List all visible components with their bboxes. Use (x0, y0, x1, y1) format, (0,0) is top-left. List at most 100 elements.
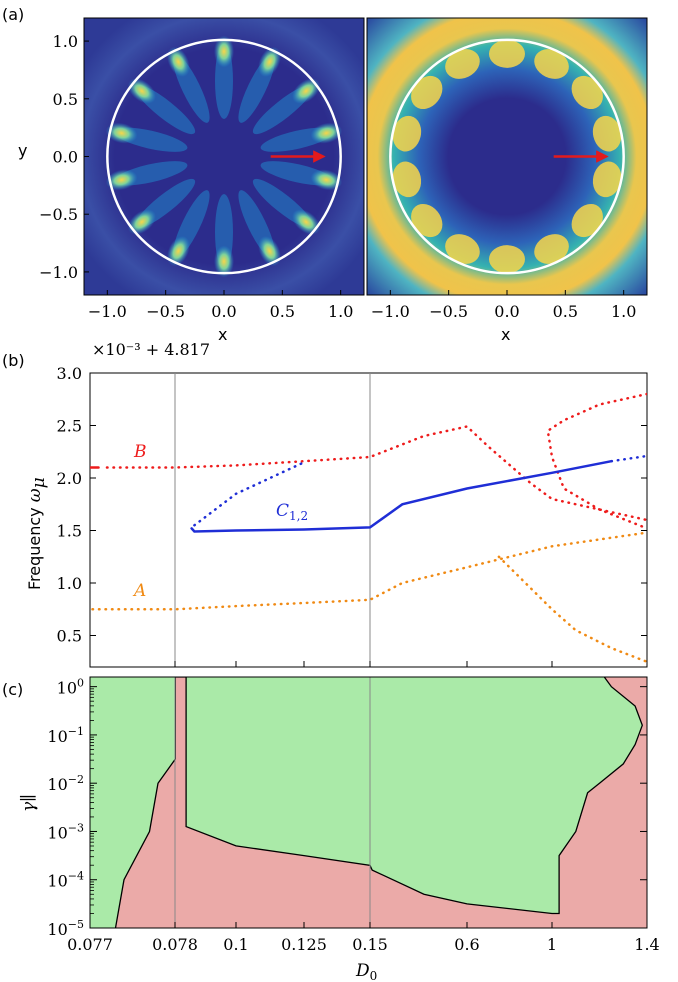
x-tick-label: 0.0 (211, 302, 236, 321)
panel-label-a: (a) (2, 5, 24, 24)
mode-lobe (167, 46, 190, 77)
mode-lobe (105, 122, 138, 144)
mode-lobe (310, 169, 343, 191)
y-tick-label: 3.0 (57, 364, 82, 383)
y-tick-exponent: −3 (68, 821, 84, 834)
y-tick-label: 1.0 (57, 574, 82, 593)
mode-lobe (592, 115, 622, 152)
panel-label-c: (c) (2, 680, 23, 699)
mode-lobe (127, 209, 156, 235)
mode-lobe (127, 78, 156, 104)
y-tick-label: −1.0 (39, 263, 78, 282)
unstable-region (115, 677, 647, 928)
x-tick-label: 0.078 (152, 935, 198, 954)
y-tick-label: −0.5 (39, 205, 78, 224)
y-tick-label: 100 (57, 677, 84, 698)
x-tick-label: 0.077 (67, 935, 113, 954)
mode-lobe (534, 49, 569, 79)
mode-lobe (489, 39, 525, 68)
boundary-circle-right (389, 38, 625, 275)
x-tick-label: 1.0 (611, 302, 636, 321)
x-tick-label: 0.5 (553, 302, 578, 321)
series-label-A: A (132, 581, 146, 601)
boundary-circle-left (106, 38, 342, 275)
frequency-ylabel: Frequency ωμ (25, 477, 49, 590)
mode-lobe (392, 161, 422, 198)
mode-lobe (445, 234, 480, 264)
mode-lobe (292, 209, 321, 235)
y-tick-label: 1.5 (57, 522, 82, 541)
y-tick-label: 0.5 (53, 90, 78, 109)
frequency-plot-area (90, 373, 647, 667)
y-tick-label: 10−1 (47, 725, 84, 746)
mode-lobe (214, 245, 234, 278)
mode-lobe (489, 245, 525, 274)
frequency-offset-label: ×10⁻³ + 4.817 (92, 340, 210, 359)
mode-lobe (592, 161, 622, 198)
mode-lobe (167, 236, 190, 267)
frequency-ylabel-symbol: ω (25, 488, 45, 502)
heatmap-right-xlabel: x (501, 325, 510, 344)
mode-lobes-left (105, 35, 343, 278)
y-tick-label: 10−4 (47, 870, 84, 891)
stability-xlabel-D: D0 (355, 961, 377, 982)
x-tick-label: 1 (547, 935, 557, 954)
heatmap-ylabel: y (18, 141, 27, 160)
heatmap-left-xlabel: x (218, 325, 227, 344)
mode-lobe (258, 236, 281, 267)
mode-lobe (411, 75, 443, 110)
series-label-B: B (133, 442, 147, 462)
frequency-ticks: 0.5 1.0 1.5 2.0 2.5 3.0 (57, 364, 648, 667)
mode-lobe (292, 78, 321, 104)
y-tick-label: 10−2 (47, 773, 84, 794)
mode-lobe (105, 169, 138, 191)
x-tick-label: 0.15 (352, 935, 388, 954)
y-tick-label: 10−3 (47, 821, 84, 842)
x-tick-label: 0.125 (281, 935, 327, 954)
x-tick-label: 0.1 (223, 935, 248, 954)
x-tick-label: 0.5 (270, 302, 295, 321)
x-tick-label: −0.5 (146, 302, 185, 321)
panel-a-ticks: −1.0 −0.5 0.0 0.5 1.0 1.0 0.5 0.0 −0.5 −1.0 −1.0 −0… (39, 32, 636, 321)
series-C1-2-solid (190, 459, 613, 533)
y-tick-exponent: −2 (68, 773, 84, 786)
x-tick-label: 0.0 (494, 302, 519, 321)
y-tick-label: 0.0 (53, 148, 78, 167)
series-B-dotted (546, 392, 647, 530)
frequency-ylabel-subscript: μ (29, 477, 49, 488)
frequency-plot-frame (89, 372, 648, 668)
stability-ylabel: γ∥ (19, 794, 39, 812)
panel-label-b: (b) (2, 351, 25, 370)
mode-lobes-right (392, 39, 622, 274)
mode-lobe (571, 75, 603, 110)
mode-lobe (571, 203, 603, 238)
mode-lobe (445, 49, 480, 79)
x-tick-label: 1.0 (328, 302, 353, 321)
y-tick-exponent: −4 (68, 870, 84, 883)
y-tick-label: 2.5 (57, 417, 82, 436)
y-tick-label: 2.0 (57, 469, 82, 488)
series-label-C-subscript: 1,2 (289, 509, 308, 523)
y-tick-exponent: −5 (68, 918, 84, 931)
heatmap-right (366, 17, 648, 296)
series-C1-2-dotted (193, 461, 306, 527)
y-tick-exponent: −1 (68, 725, 84, 738)
stability-plot-area (90, 677, 647, 928)
mode-lobe (310, 122, 343, 144)
mode-lobe (411, 203, 443, 238)
stability-xlabel-subscript: 0 (370, 969, 378, 982)
series-A-dotted (497, 555, 647, 664)
x-tick-label: −1.0 (88, 302, 127, 321)
y-tick-exponent: 0 (77, 677, 84, 690)
mode-lobe (392, 115, 422, 152)
mode-lobe (258, 46, 281, 77)
x-tick-label: −0.5 (429, 302, 468, 321)
heatmap-left (83, 17, 365, 296)
mode-lobe (214, 35, 234, 68)
y-tick-label: 1.0 (53, 32, 78, 51)
mode-lobe (534, 234, 569, 264)
y-tick-label: 0.5 (57, 627, 82, 646)
series-C1-2-dotted (610, 454, 647, 463)
x-tick-label: 0.6 (454, 935, 479, 954)
